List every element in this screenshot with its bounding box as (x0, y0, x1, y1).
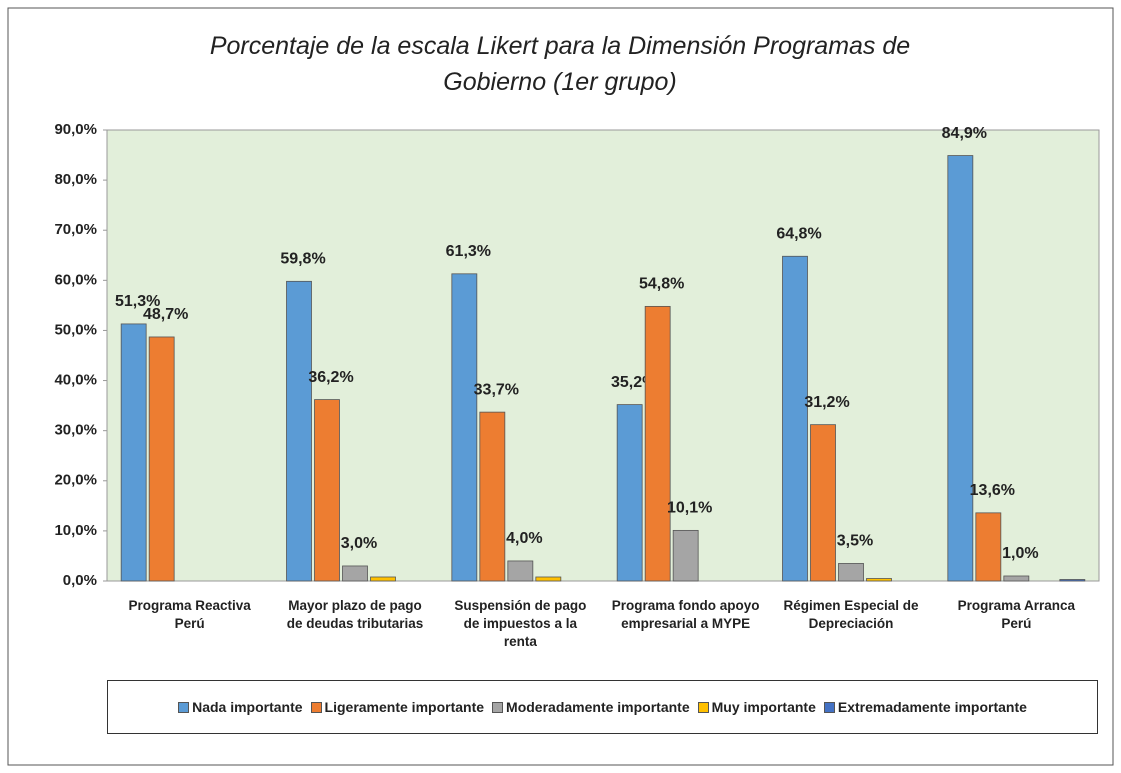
data-label: 61,3% (446, 243, 491, 260)
plot-area (106, 129, 1100, 582)
bar (1059, 579, 1086, 582)
bar (479, 411, 506, 582)
x-tick-label: Programa Arranca Perú (957, 598, 1075, 631)
bar (451, 273, 478, 582)
data-label: 1,0% (1002, 545, 1038, 562)
data-label: 84,9% (942, 125, 987, 142)
y-tick-label: 10,0% (54, 522, 97, 539)
y-tick-label: 70,0% (54, 221, 97, 238)
legend-item: Nada importante (178, 699, 303, 715)
y-tick-label: 50,0% (54, 321, 97, 338)
y-tick-label: 20,0% (54, 472, 97, 489)
bar (838, 563, 864, 582)
data-label: 54,8% (639, 276, 684, 293)
x-tick-label: Programa Reactiva Perú (128, 598, 251, 631)
data-label: 51,3% (115, 293, 160, 310)
bar (370, 576, 396, 582)
legend-item: Ligeramente importante (310, 699, 485, 715)
y-tick-label: 60,0% (54, 271, 97, 288)
bar (866, 578, 892, 582)
legend-label: Moderadamente importante (506, 699, 690, 715)
data-label: 33,7% (474, 381, 519, 398)
bar (148, 336, 175, 582)
y-tick-label: 30,0% (54, 422, 97, 439)
legend-swatch (492, 701, 504, 713)
legend-label: Ligeramente importante (324, 699, 485, 715)
bar (644, 305, 671, 582)
legend-swatch (178, 701, 190, 713)
bar (286, 280, 312, 582)
bar (947, 155, 974, 582)
x-tick-label: Programa fondo apoyo empresarial a MYPE (611, 598, 760, 631)
bar (975, 512, 1002, 582)
data-label: 10,1% (667, 500, 712, 517)
legend-label: Extremadamente importante (837, 699, 1027, 715)
legend-swatch (697, 701, 709, 713)
bar (810, 424, 836, 582)
y-tick-label: 40,0% (54, 372, 97, 389)
legend-item: Muy importante (697, 699, 816, 715)
bar (616, 404, 643, 582)
data-label: 48,7% (143, 306, 188, 323)
data-label: 59,8% (280, 251, 325, 268)
legend-swatch (823, 701, 835, 713)
legend-label: Nada importante (192, 699, 303, 715)
data-label: 3,5% (837, 533, 873, 550)
y-tick-label: 80,0% (54, 171, 97, 188)
legend: Nada importante Ligeramente importante Mod… (107, 680, 1098, 734)
bar (535, 576, 562, 582)
legend-label: Muy importante (711, 699, 816, 715)
data-label: 3,0% (341, 535, 377, 552)
bar (314, 399, 340, 582)
bar (342, 565, 368, 582)
bar (1003, 575, 1030, 582)
bar (120, 323, 147, 582)
x-tick-label: Suspensión de pago de impuestos a la ren… (454, 598, 587, 649)
y-tick-label: 90,0% (54, 121, 97, 138)
data-label: 31,2% (804, 394, 849, 411)
bar (672, 529, 699, 582)
y-tick-label: 0,0% (63, 572, 97, 589)
legend-item: Moderadamente importante (492, 699, 690, 715)
bar (782, 255, 808, 582)
legend-item: Extremadamente importante (823, 699, 1027, 715)
x-tick-label: Mayor plazo de pago de deudas tributaria… (286, 598, 424, 631)
data-label: 4,0% (506, 530, 542, 547)
legend-swatch (310, 701, 322, 713)
data-label: 64,8% (776, 225, 821, 242)
x-tick-label: Régimen Especial de Depreciación (783, 598, 919, 631)
chart-title: Porcentaje de la escala Likert para la D… (209, 32, 911, 96)
bar (507, 560, 534, 582)
data-label: 13,6% (970, 482, 1015, 499)
data-label: 36,2% (308, 369, 353, 386)
